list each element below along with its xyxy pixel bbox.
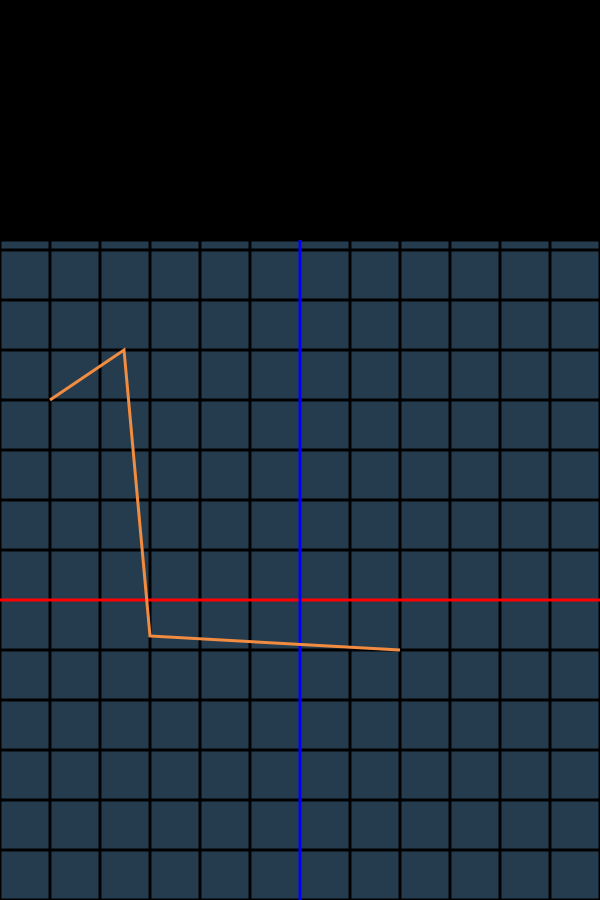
top-black-area <box>0 0 600 240</box>
drawn-path <box>49 347 401 652</box>
grid-board[interactable] <box>0 240 600 900</box>
